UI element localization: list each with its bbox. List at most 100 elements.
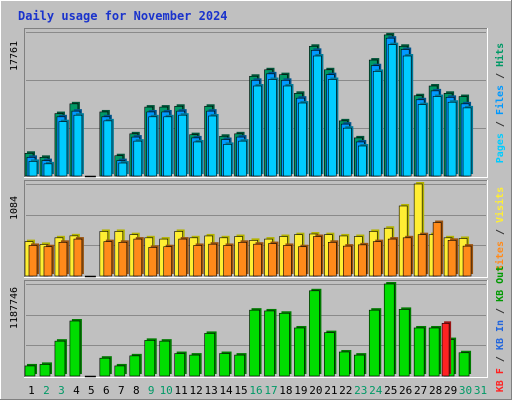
- bar-pages-day-17: [268, 79, 277, 177]
- bar-pages-day-22: [343, 127, 352, 177]
- bar-sites-day-1: [28, 245, 38, 277]
- legend-hits: Hits: [494, 43, 506, 67]
- bar-pages-day-19: [298, 102, 307, 177]
- bar-kbin-day-4: [69, 320, 81, 377]
- bar-kbin-day-1: [24, 365, 36, 377]
- bar-sites-day-30: [462, 245, 472, 277]
- legend-pages: Pages: [495, 133, 506, 163]
- x-tick-day-20: 20: [309, 384, 322, 397]
- bar-sites-day-8: [133, 238, 143, 277]
- bar-pages-day-29: [447, 101, 457, 177]
- x-tick-day-7: 7: [118, 384, 125, 397]
- bar-sites-day-14: [223, 245, 232, 277]
- x-tick-day-28: 28: [429, 384, 442, 397]
- x-tick-day-3: 3: [58, 384, 65, 397]
- x-tick-day-31: 31: [474, 384, 487, 397]
- panel-bottom: 1187746 KB F / KB In / KB Out: [9, 266, 506, 392]
- bar-kbin-day-10: [159, 340, 171, 377]
- panel-bottom-ymax-label: 1187746: [9, 287, 20, 329]
- bar-pages-day-20: [313, 55, 322, 177]
- panels: 17761 Pages / Files / Hits 1084 Sites / Vis…: [9, 28, 506, 392]
- bar-pages-day-10: [163, 116, 173, 177]
- legend-separator: /: [495, 67, 506, 85]
- bar-sites-day-23: [357, 244, 367, 277]
- legend-kb-f: KB F: [495, 368, 506, 392]
- bar-kbin-day-14: [219, 353, 230, 377]
- bar-kbin-day-28: [428, 327, 440, 377]
- bar-sites-day-29: [447, 240, 457, 277]
- legend-visits: Visits: [494, 187, 506, 223]
- legend-sites: Sites: [494, 241, 506, 271]
- panel-middle-legend: Sites / Visits: [494, 187, 506, 271]
- x-tick-day-4: 4: [73, 384, 80, 397]
- bar-pages-day-28: [432, 96, 442, 177]
- bar-pages-day-7: [118, 162, 128, 177]
- x-axis-day-labels: 1 2 3 4 5 6 7 8 9 10 11 12 13 14 15 16 17 18 19 20 21 22 23 24 2…: [28, 384, 487, 397]
- bar-kbin-day-11: [174, 353, 185, 377]
- legend-kb-in: KB In: [495, 320, 506, 350]
- bar-sites-day-22: [343, 245, 352, 277]
- bar-sites-day-20: [313, 236, 322, 277]
- bar-pages-day-26: [402, 55, 412, 177]
- bar-kbin-day-6: [99, 357, 111, 377]
- legend-separator: /: [495, 115, 506, 133]
- bar-pages-day-13: [208, 115, 217, 177]
- x-tick-day-11: 11: [175, 384, 188, 397]
- bar-kbin-day-23: [353, 354, 365, 377]
- bar-pages-day-24: [372, 71, 382, 177]
- bar-sites-day-18: [283, 245, 292, 277]
- bar-sites-day-24: [372, 241, 382, 277]
- bar-pages-day-23: [357, 145, 367, 177]
- x-tick-day-23: 23: [354, 384, 367, 397]
- bar-pages-day-8: [133, 140, 143, 177]
- bar-sites-day-13: [208, 243, 217, 277]
- bar-kbin-day-9: [144, 340, 156, 377]
- panel-top-legend: Pages / Files / Hits: [494, 43, 506, 163]
- bar-sites-day-6: [103, 241, 113, 277]
- bar-sites-day-10: [163, 246, 173, 277]
- legend-separator: /: [495, 302, 506, 320]
- bar-pages-day-3: [58, 121, 68, 177]
- x-tick-day-15: 15: [234, 384, 247, 397]
- x-tick-day-8: 8: [133, 384, 140, 397]
- bar-pages-day-4: [73, 114, 83, 177]
- bar-pages-day-30: [462, 107, 472, 177]
- x-tick-day-13: 13: [204, 384, 217, 397]
- x-tick-day-25: 25: [384, 384, 397, 397]
- bar-sites-day-4: [73, 238, 83, 277]
- bar-pages-day-15: [238, 140, 247, 177]
- bar-kbin-day-18: [279, 312, 290, 377]
- bar-kbin-day-15: [234, 354, 245, 377]
- bar-kbin-day-20: [309, 290, 320, 377]
- bar-pages-day-6: [103, 120, 113, 177]
- panel-top-ymax-label: 17761: [9, 41, 20, 71]
- bar-sites-day-25: [387, 238, 397, 277]
- bar-pages-day-12: [193, 141, 202, 177]
- bar-sites-day-15: [238, 242, 247, 277]
- bar-sites-day-7: [118, 242, 128, 277]
- x-tick-day-10: 10: [160, 384, 173, 397]
- bar-kbin-day-7: [114, 365, 126, 377]
- x-tick-day-18: 18: [279, 384, 292, 397]
- x-tick-day-19: 19: [294, 384, 307, 397]
- bar-sites-day-19: [298, 246, 307, 277]
- panel-middle: 1084 Sites / Visits: [9, 180, 506, 278]
- x-tick-day-14: 14: [219, 384, 233, 397]
- legend-files: Files: [494, 85, 506, 115]
- bar-sites-day-2: [43, 246, 53, 277]
- bar-kbin-day-24: [368, 309, 380, 377]
- x-tick-day-12: 12: [190, 384, 203, 397]
- bar-kbin-day-27: [413, 327, 425, 377]
- bar-sites-day-9: [148, 247, 158, 277]
- bar-pages-day-11: [178, 114, 187, 177]
- x-tick-day-26: 26: [399, 384, 412, 397]
- bar-sites-day-11: [178, 238, 187, 277]
- legend-separator: /: [495, 223, 506, 241]
- bar-kbin-day-13: [204, 333, 215, 377]
- bar-kbin-day-2: [39, 364, 51, 377]
- bar-kbin-day-17: [264, 310, 275, 377]
- x-tick-day-6: 6: [103, 384, 110, 397]
- bar-kbin-day-21: [324, 332, 335, 377]
